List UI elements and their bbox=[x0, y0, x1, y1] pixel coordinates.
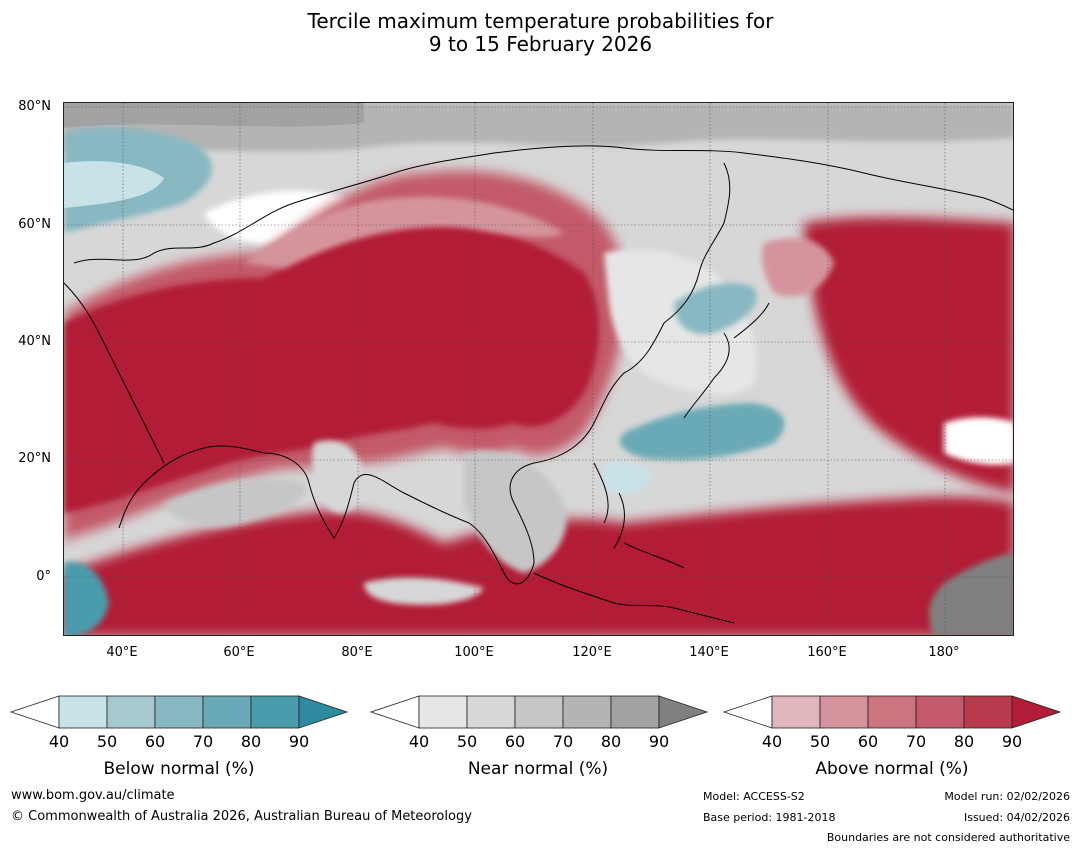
below-colorbar-tick-label: 80 bbox=[240, 732, 262, 751]
probability-map bbox=[63, 102, 1014, 636]
lon-label-140e: 140°E bbox=[689, 645, 729, 660]
lon-label-60e: 60°E bbox=[223, 645, 255, 660]
coastlines bbox=[64, 145, 1013, 624]
above-normal-kamchatka-fringe bbox=[762, 238, 834, 297]
near-normal-indian-ocean bbox=[364, 577, 484, 605]
near-normal-southeast-asia bbox=[464, 450, 567, 573]
above-colorbar-tick-label: 90 bbox=[1001, 732, 1023, 751]
above-colorbar-segment bbox=[771, 695, 821, 729]
near-colorbar-tick-label: 90 bbox=[648, 732, 670, 751]
colorbars bbox=[9, 695, 1062, 729]
above-colorbar-tick-label: 70 bbox=[905, 732, 927, 751]
near-colorbar-tick-label: 70 bbox=[552, 732, 574, 751]
above-colorbar-segment bbox=[819, 695, 869, 729]
below-colorbar-low-extend bbox=[9, 695, 60, 729]
near-normal-legend-label: Near normal (%) bbox=[467, 759, 609, 779]
title-line-2: 9 to 15 February 2026 bbox=[428, 32, 653, 56]
near-normal-high-southeast bbox=[928, 553, 1013, 635]
below-normal-scandinavia-light bbox=[64, 161, 164, 208]
lat-label-40n: 40°N bbox=[18, 334, 51, 349]
below-colorbar-high-extend bbox=[298, 695, 349, 729]
arctic-dark-band bbox=[64, 103, 364, 128]
near-colorbar-segment bbox=[418, 695, 468, 729]
white-patch-pacific bbox=[944, 417, 1013, 465]
above-colorbar-tick-label: 50 bbox=[809, 732, 831, 751]
near-normal-arabian-sea bbox=[164, 479, 306, 527]
near-colorbar-segment bbox=[562, 695, 612, 729]
near-colorbar-tick-label: 80 bbox=[600, 732, 622, 751]
boundaries-disclaimer: Boundaries are not considered authoritat… bbox=[826, 831, 1070, 844]
near-colorbar-tick-label: 40 bbox=[408, 732, 430, 751]
near-colorbar-segment bbox=[466, 695, 516, 729]
above-colorbar-high-extend bbox=[1011, 695, 1062, 729]
below-colorbar-segment bbox=[250, 695, 300, 729]
below-colorbar-segment bbox=[202, 695, 252, 729]
below-colorbar-tick-label: 60 bbox=[144, 732, 166, 751]
lon-label-120e: 120°E bbox=[572, 645, 612, 660]
above-normal-eurasia-core bbox=[64, 218, 599, 513]
lat-label-80n: 80°N bbox=[18, 99, 51, 114]
near-colorbar-segment bbox=[514, 695, 564, 729]
lat-label-20n: 20°N bbox=[18, 451, 51, 466]
copyright: © Commonwealth of Australia 2026, Austra… bbox=[11, 809, 472, 824]
lat-label-0: 0° bbox=[36, 569, 51, 584]
above-colorbar-segment bbox=[915, 695, 965, 729]
lon-label-40e: 40°E bbox=[106, 645, 138, 660]
below-normal-west-pacific bbox=[620, 403, 785, 460]
below-normal-east-africa bbox=[64, 562, 109, 635]
below-normal-legend-label: Below normal (%) bbox=[103, 759, 255, 779]
below-colorbar-segment bbox=[58, 695, 108, 729]
lon-label-80e: 80°E bbox=[341, 645, 373, 660]
lon-label-180: 180° bbox=[928, 645, 960, 660]
map-canvas bbox=[64, 103, 1013, 635]
base-period: Base period: 1981-2018 bbox=[703, 811, 836, 824]
lon-label-160e: 160°E bbox=[807, 645, 847, 660]
below-colorbar-tick-label: 50 bbox=[96, 732, 118, 751]
above-colorbar-segment bbox=[867, 695, 917, 729]
below-normal-manchuria bbox=[674, 283, 757, 335]
near-colorbar-segment bbox=[610, 695, 660, 729]
near-colorbar-tick-label: 60 bbox=[504, 732, 526, 751]
above-colorbar-segment bbox=[963, 695, 1013, 729]
below-normal-light-patch bbox=[604, 461, 654, 494]
graticule bbox=[64, 103, 1013, 635]
below-colorbar-segment bbox=[106, 695, 156, 729]
above-normal-legend-label: Above normal (%) bbox=[815, 759, 969, 779]
below-colorbar-tick-label: 90 bbox=[288, 732, 310, 751]
website-link[interactable]: www.bom.gov.au/climate bbox=[11, 788, 175, 803]
issued-date: Issued: 04/02/2026 bbox=[963, 811, 1070, 824]
below-colorbar-tick-label: 40 bbox=[48, 732, 70, 751]
near-colorbar-high-extend bbox=[658, 695, 709, 729]
map-title: Tercile maximum temperature probabilitie… bbox=[0, 10, 1081, 56]
lat-label-60n: 60°N bbox=[18, 217, 51, 232]
above-colorbar-tick-label: 40 bbox=[761, 732, 783, 751]
title-line-1: Tercile maximum temperature probabilitie… bbox=[307, 9, 774, 33]
model-run: Model run: 02/02/2026 bbox=[944, 790, 1070, 803]
lon-label-100e: 100°E bbox=[454, 645, 494, 660]
model-name: Model: ACCESS-S2 bbox=[703, 790, 805, 803]
near-colorbar-tick-label: 50 bbox=[456, 732, 478, 751]
above-colorbar-low-extend bbox=[722, 695, 773, 729]
near-colorbar-low-extend bbox=[369, 695, 420, 729]
above-colorbar-tick-label: 60 bbox=[857, 732, 879, 751]
above-colorbar-tick-label: 80 bbox=[953, 732, 975, 751]
below-colorbar-segment bbox=[154, 695, 204, 729]
below-colorbar-tick-label: 70 bbox=[192, 732, 214, 751]
above-normal-fringe bbox=[244, 196, 564, 268]
